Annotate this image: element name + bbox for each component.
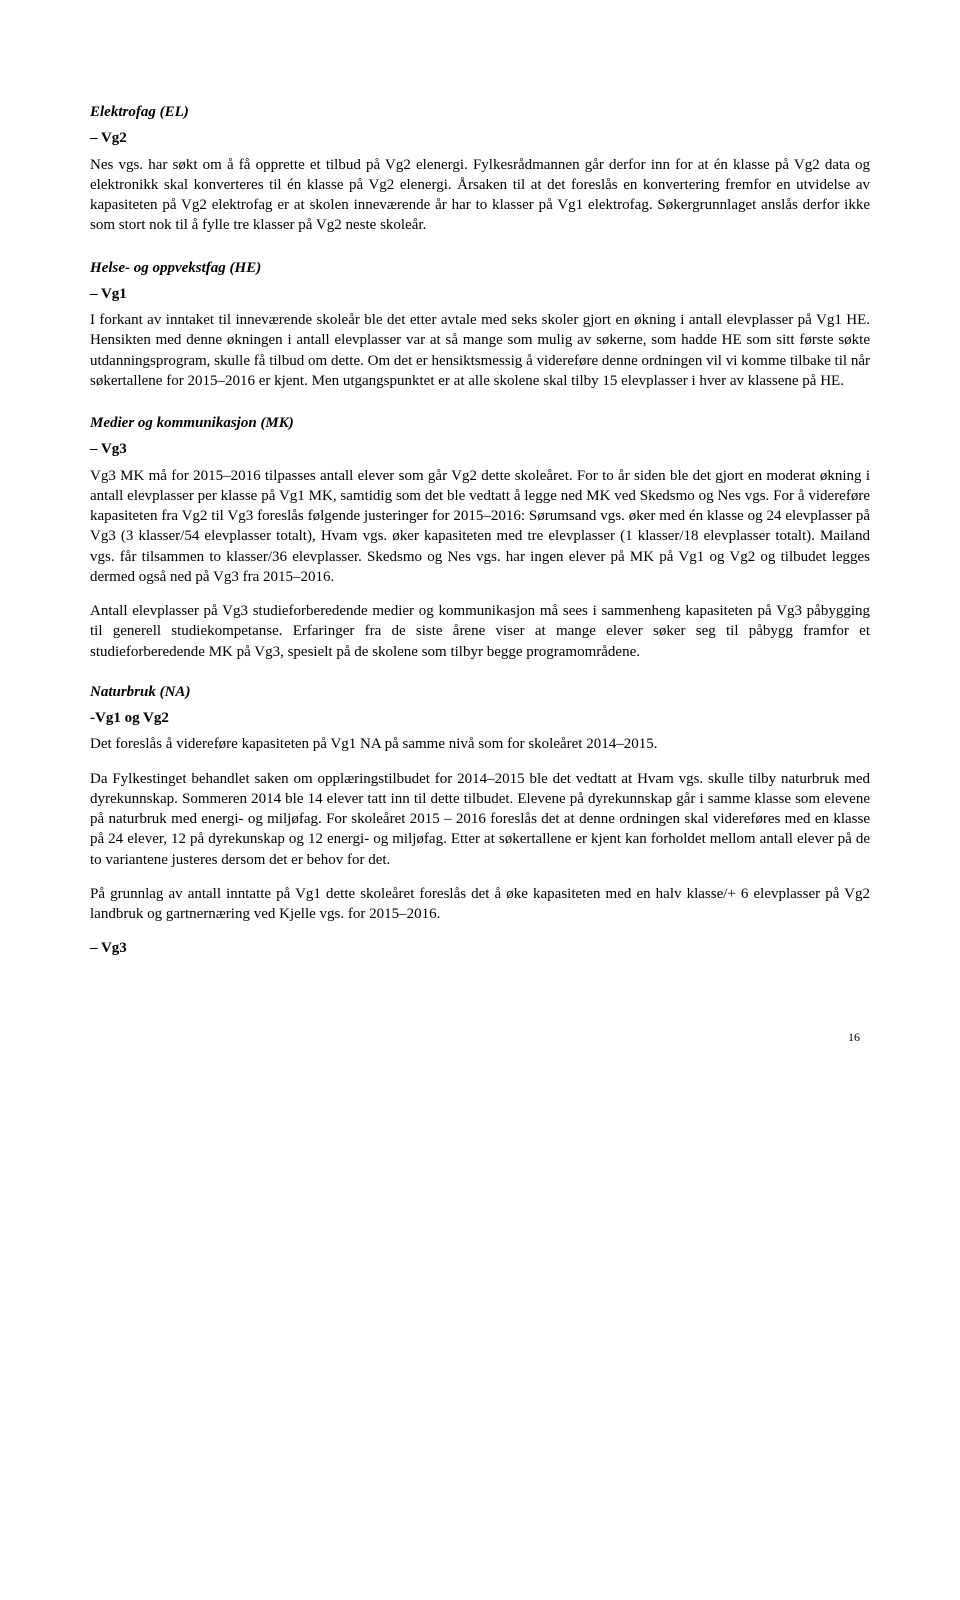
naturbruk-sub: -Vg1 og Vg2: [90, 708, 870, 728]
medier-heading: Medier og kommunikasjon (MK): [90, 413, 870, 433]
elektrofag-heading: Elektrofag (EL): [90, 102, 870, 122]
medier-sub: – Vg3: [90, 439, 870, 459]
naturbruk-heading: Naturbruk (NA): [90, 682, 870, 702]
page-number: 16: [90, 1029, 870, 1045]
naturbruk-p3: På grunnlag av antall inntatte på Vg1 de…: [90, 884, 870, 925]
naturbruk-sub2: – Vg3: [90, 938, 870, 958]
helse-sub: – Vg1: [90, 284, 870, 304]
elektrofag-p1: Nes vgs. har søkt om å få opprette et ti…: [90, 155, 870, 236]
naturbruk-p2: Da Fylkestinget behandlet saken om opplæ…: [90, 769, 870, 870]
naturbruk-p1: Det foreslås å videreføre kapasiteten på…: [90, 734, 870, 754]
helse-heading: Helse- og oppvekstfag (HE): [90, 258, 870, 278]
helse-p1: I forkant av inntaket til inneværende sk…: [90, 310, 870, 391]
medier-p2: Antall elevplasser på Vg3 studieforbered…: [90, 601, 870, 662]
medier-p1: Vg3 MK må for 2015–2016 tilpasses antall…: [90, 466, 870, 588]
elektrofag-sub: – Vg2: [90, 128, 870, 148]
